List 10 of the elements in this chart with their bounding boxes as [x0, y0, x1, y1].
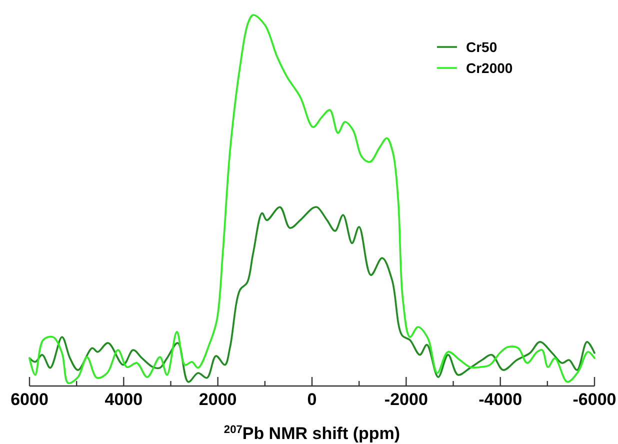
- x-tick-label: -2000: [384, 390, 428, 409]
- x-tick-label: -4000: [478, 390, 522, 409]
- x-tick-label: -6000: [572, 390, 616, 409]
- x-tick-label: 2000: [198, 390, 237, 409]
- legend-label: Cr2000: [466, 60, 513, 76]
- legend-label: Cr50: [466, 39, 498, 55]
- x-tick-label: 4000: [104, 390, 143, 409]
- x-tick-label: 0: [307, 390, 317, 409]
- x-axis-title: $^{207}$Pb NMR shift (ppm): [224, 424, 400, 443]
- x-tick-label: 6000: [10, 390, 48, 409]
